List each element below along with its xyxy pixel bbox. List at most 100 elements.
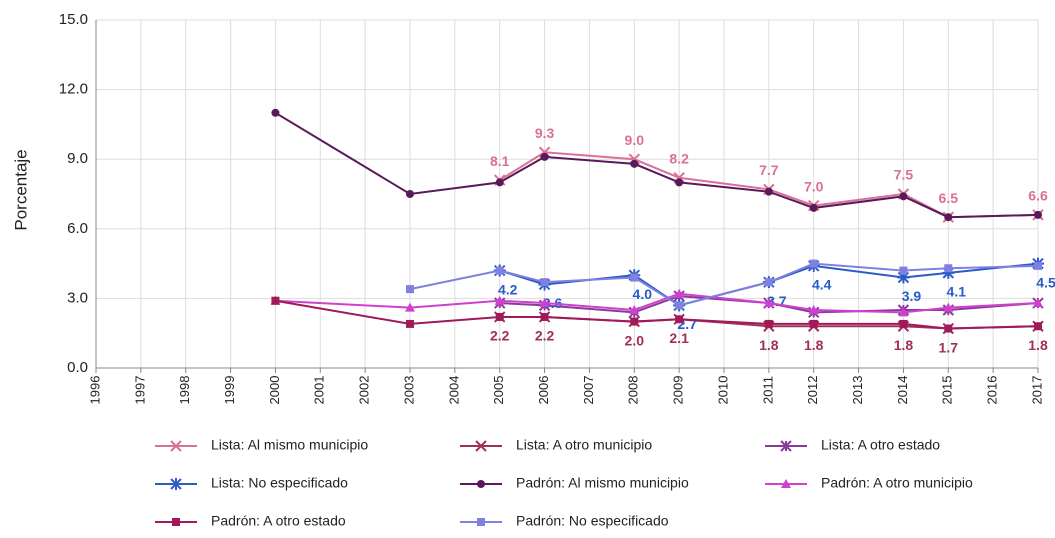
- data-label: 9.3: [535, 125, 555, 141]
- data-label: 7.0: [804, 178, 824, 194]
- x-tick-label: 2000: [267, 376, 282, 405]
- marker: [475, 440, 487, 452]
- marker: [675, 315, 684, 324]
- marker: [271, 108, 280, 117]
- x-tick-label: 2006: [536, 376, 551, 405]
- x-tick-label: 1998: [177, 376, 192, 405]
- data-label: 2.0: [625, 332, 645, 348]
- marker: [406, 190, 414, 198]
- marker: [780, 440, 792, 452]
- marker: [944, 264, 953, 273]
- x-tick-label: 2015: [940, 376, 955, 405]
- legend-label: Padrón: Al mismo municipio: [516, 475, 689, 491]
- x-tick-label: 1997: [132, 376, 147, 405]
- y-axis-label: Porcentaje: [11, 149, 30, 230]
- marker: [899, 266, 908, 275]
- marker: [674, 288, 685, 298]
- marker: [675, 178, 684, 187]
- marker: [943, 302, 954, 312]
- marker: [899, 319, 908, 328]
- data-label: 6.6: [1028, 188, 1048, 204]
- x-tick-label: 2008: [626, 376, 641, 405]
- y-tick-label: 6.0: [67, 220, 88, 237]
- data-label: 1.8: [759, 337, 779, 353]
- data-label: 7.7: [759, 162, 779, 178]
- marker: [172, 518, 180, 526]
- data-label: 2.2: [535, 328, 555, 344]
- marker: [170, 478, 182, 490]
- y-tick-label: 0.0: [67, 359, 88, 376]
- data-label: 3.9: [902, 288, 922, 304]
- marker: [540, 278, 549, 287]
- marker: [942, 266, 955, 279]
- marker: [944, 324, 953, 333]
- legend-label: Lista: No especificado: [211, 475, 348, 491]
- y-tick-label: 3.0: [67, 289, 88, 306]
- data-label: 9.0: [625, 132, 645, 148]
- x-tick-label: 2009: [671, 376, 686, 405]
- marker: [540, 312, 549, 321]
- marker: [764, 319, 773, 328]
- marker: [809, 319, 818, 328]
- marker: [944, 213, 953, 222]
- marker: [477, 480, 485, 488]
- data-label: 1.8: [804, 337, 824, 353]
- marker: [1034, 210, 1042, 219]
- marker: [781, 479, 791, 488]
- legend-label: Padrón: A otro estado: [211, 513, 346, 529]
- y-tick-label: 15.0: [59, 11, 88, 28]
- series-line: [275, 292, 1039, 314]
- data-label: 4.5: [1036, 274, 1055, 290]
- marker: [808, 305, 819, 314]
- legend-label: Lista: Al mismo municipio: [211, 437, 368, 453]
- marker: [630, 273, 639, 282]
- x-tick-label: 2005: [491, 376, 506, 405]
- marker: [675, 301, 684, 310]
- marker: [629, 305, 640, 314]
- legend-label: Lista: A otro estado: [821, 437, 940, 453]
- marker: [495, 178, 504, 187]
- legend-label: Padrón: No especificado: [516, 513, 669, 529]
- marker: [405, 302, 415, 312]
- x-tick-label: 2007: [581, 376, 596, 405]
- legend-label: Padrón: A otro municipio: [821, 475, 973, 491]
- x-tick-label: 2010: [715, 376, 730, 405]
- x-tick-label: 2002: [357, 376, 372, 405]
- series-line: [409, 262, 1039, 307]
- x-tick-label: 2016: [985, 376, 1000, 405]
- data-label: 2.1: [669, 330, 689, 346]
- data-label: 1.7: [939, 339, 959, 355]
- data-label: 8.2: [669, 150, 689, 166]
- marker: [763, 298, 774, 308]
- x-tick-label: 2003: [401, 376, 416, 405]
- legend-label: Lista: A otro municipio: [516, 437, 652, 453]
- x-tick-label: 2001: [312, 376, 327, 405]
- marker: [897, 271, 910, 284]
- x-tick-label: 2013: [850, 376, 865, 405]
- data-label: 4.1: [947, 284, 967, 300]
- marker: [540, 152, 549, 161]
- x-tick-label: 2011: [760, 376, 775, 404]
- data-label: 7.5: [894, 167, 914, 183]
- marker: [630, 159, 639, 168]
- marker: [477, 518, 485, 526]
- data-label: 6.5: [939, 190, 959, 206]
- marker: [495, 312, 504, 321]
- data-label: 4.2: [498, 281, 518, 297]
- marker: [899, 192, 908, 201]
- marker: [898, 307, 909, 317]
- x-tick-label: 2004: [446, 376, 461, 405]
- y-tick-label: 12.0: [59, 81, 88, 98]
- series-line: [274, 111, 1039, 219]
- x-tick-label: 2012: [805, 376, 820, 405]
- data-label: 1.8: [1028, 337, 1048, 353]
- marker: [809, 203, 818, 212]
- marker: [406, 285, 414, 294]
- marker: [170, 440, 182, 452]
- marker: [495, 266, 504, 275]
- x-tick-label: 2017: [1029, 376, 1044, 405]
- data-label: 1.8: [894, 337, 914, 353]
- marker: [764, 278, 773, 287]
- marker: [809, 259, 818, 268]
